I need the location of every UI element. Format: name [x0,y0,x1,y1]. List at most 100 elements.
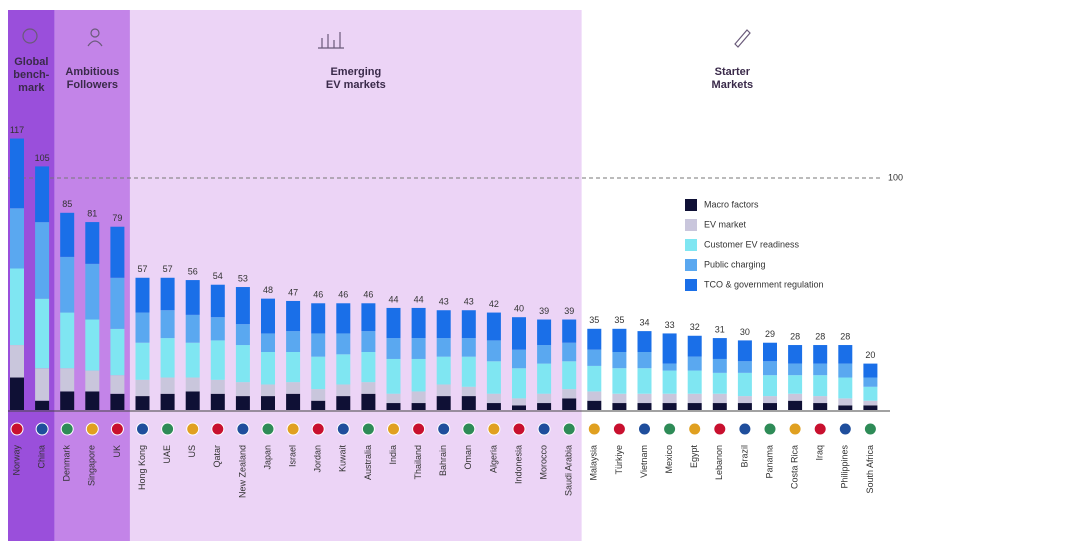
bar-segment [361,331,376,352]
bar-segment [637,393,652,404]
globe-icon [22,28,38,44]
bar-segment [85,263,100,320]
flag-icon [60,422,74,436]
legend-label: Public charging [704,259,766,269]
bar-segment [788,375,803,394]
bar-segment [637,331,652,352]
bar-segment [512,317,526,350]
bar-segment [461,310,476,339]
bar-segment [737,340,752,362]
total-label: 31 [715,324,725,334]
total-label: 39 [539,306,549,316]
group-background [581,10,883,541]
bar-segment [662,403,677,410]
bar-segment [838,345,853,364]
bar-segment [436,338,451,357]
bar-segment [461,338,476,357]
bar-segment [486,361,501,394]
bar-segment [461,386,476,397]
flag-icon [35,422,49,436]
category-label: Singapore [87,445,97,486]
category-label: Jordan [313,445,323,473]
bars-icon [318,32,344,49]
bar-segment [637,403,652,410]
legend-label: TCO & government regulation [704,279,824,289]
bar-segment [411,307,426,339]
bar-segment [436,356,451,385]
bar-segment [863,405,878,410]
category-label: Costa Rica [789,445,799,489]
bar-segment [35,222,50,299]
flag-icon [838,422,852,436]
bar-segment [185,391,200,410]
bar-segment [863,377,878,387]
group-label: Starter [715,66,751,78]
bar-segment [662,333,677,364]
flag-icon [788,422,802,436]
bar-segment [35,368,50,401]
bar-segment [712,393,727,404]
bar-segment [286,300,301,332]
group-label: Followers [67,79,118,91]
bar-segment [110,375,125,394]
category-label: Thailand [413,445,423,480]
category-label: Vietnam [639,445,649,478]
category-label: Philippines [840,445,850,489]
total-label: 57 [137,264,147,274]
bar-segment [737,403,752,410]
category-label: Hong Kong [137,445,147,490]
bar-segment [687,393,702,404]
bar-segment [60,368,75,392]
flag-icon [587,422,601,436]
bar-segment [763,361,777,376]
legend-swatch [685,239,697,251]
bar-segment [612,403,627,410]
bar-segment [35,166,50,223]
bar-segment [788,400,803,410]
flag-icon [361,422,375,436]
bar-segment [361,303,376,332]
total-label: 81 [87,208,97,218]
bar-segment [160,277,175,311]
bar-segment [135,312,150,343]
bar-segment [813,345,828,364]
bar-segment [537,393,552,404]
bar-segment [135,379,150,397]
bar-segment [436,384,451,397]
bar-segment [311,400,326,410]
bar-segment [737,396,752,404]
bar-segment [361,352,376,383]
bar-segment [512,368,526,399]
category-label: Japan [262,445,272,470]
category-label: Egypt [689,445,699,469]
group-label: Markets [712,79,754,91]
bar-segment [537,319,552,346]
bar-segment [160,377,175,394]
bar-segment [712,403,727,410]
bar-segment [863,363,878,378]
bar-segment [160,393,175,410]
total-label: 53 [238,273,248,283]
total-label: 46 [313,290,323,300]
bar-segment [35,298,50,369]
bar-segment [361,382,376,394]
category-label: Panama [764,445,774,479]
bar-segment [687,335,702,357]
bar-segment [562,398,577,410]
group-label: Global [14,56,48,68]
flag-icon [387,422,400,436]
bar-segment [512,405,526,410]
group-background [129,10,582,541]
total-label: 28 [815,331,825,341]
total-label: 46 [338,290,348,300]
flag-icon [161,422,175,436]
bar-segment [763,396,777,404]
bar-segment [612,368,627,394]
bar-segment [386,358,401,394]
flag-icon [136,422,149,436]
bar-segment [336,303,351,334]
bar-segment [110,226,125,278]
flag-icon [612,422,626,436]
bar-segment [512,349,526,369]
